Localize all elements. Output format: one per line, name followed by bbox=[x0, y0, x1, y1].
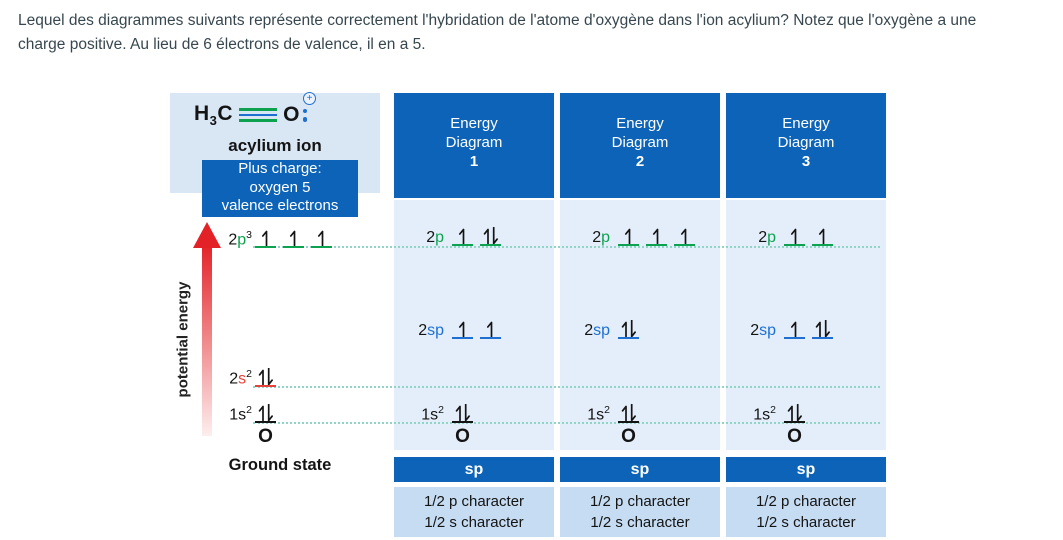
character-line: 1/2 p character bbox=[755, 493, 857, 510]
orbital-single-electron bbox=[480, 320, 501, 339]
level-row-p: 2p bbox=[570, 227, 702, 246]
level-row-p: 2p3 bbox=[218, 227, 339, 248]
guide-line-1s bbox=[253, 422, 880, 424]
note-line-2: oxygen 5 bbox=[249, 178, 311, 196]
level-row-sp: 2sp bbox=[570, 319, 646, 339]
level-row-s1: 1s2 bbox=[404, 402, 480, 423]
header-title-line: Energy bbox=[782, 115, 830, 132]
orbital-single-electron bbox=[784, 320, 805, 339]
level-label: 2s2 bbox=[229, 367, 252, 387]
orbital-paired-electrons bbox=[452, 403, 473, 423]
level-row-s2: 2s2 bbox=[218, 366, 283, 387]
question-line-2: charge positive. Au lieu de 6 électrons … bbox=[18, 35, 426, 53]
ground-state-atom: O bbox=[258, 426, 273, 447]
level-label: 1s2 bbox=[421, 403, 444, 423]
orbital-paired-electrons bbox=[255, 367, 276, 387]
note-line-1: Plus charge: bbox=[238, 160, 322, 177]
character-line: 1/2 s character bbox=[590, 514, 690, 531]
header-number: 1 bbox=[469, 153, 479, 170]
orbital-single-electron bbox=[812, 227, 833, 246]
character-line: 1/2 p character bbox=[589, 493, 691, 510]
diagram-1-atom: O bbox=[455, 426, 470, 447]
character-box-1: 1/2 p character 1/2 s character bbox=[394, 487, 554, 537]
orbital-paired-electrons bbox=[255, 403, 276, 423]
energy-diagram-3-body bbox=[726, 200, 886, 450]
diagram-3-atom: O bbox=[787, 426, 802, 447]
energy-diagram-1-body bbox=[394, 200, 554, 450]
level-label: 1s2 bbox=[587, 403, 610, 423]
triple-bond-icon bbox=[239, 108, 278, 122]
character-line: 1/2 p character bbox=[423, 493, 525, 510]
orbital-single-electron bbox=[283, 229, 304, 248]
energy-diagram-2-header: Energy Diagram 2 bbox=[560, 93, 720, 198]
level-label: 2p bbox=[758, 228, 776, 246]
orbital-paired-electrons bbox=[618, 319, 639, 339]
orbital-single-electron bbox=[674, 227, 695, 246]
orbital-paired-electrons bbox=[480, 226, 501, 246]
acylium-structure: H3C O bbox=[194, 100, 308, 130]
question-line-1: Lequel des diagrammes suivants représent… bbox=[18, 12, 977, 29]
orbital-paired-electrons bbox=[812, 319, 833, 339]
orbital-single-electron bbox=[452, 227, 473, 246]
orbital-paired-electrons bbox=[618, 403, 639, 423]
guide-line-2p bbox=[253, 246, 880, 248]
level-row-sp: 2sp bbox=[404, 320, 508, 339]
orbital-single-electron bbox=[452, 320, 473, 339]
level-row-p: 2p bbox=[736, 227, 840, 246]
diagram-2-atom: O bbox=[621, 426, 636, 447]
header-title-line: Energy bbox=[616, 115, 664, 132]
plus-charge-icon: + bbox=[303, 92, 316, 105]
potential-energy-arrow-icon bbox=[193, 222, 221, 436]
level-label: 2p bbox=[426, 228, 444, 246]
level-label: 1s2 bbox=[753, 403, 776, 423]
header-title-line: Diagram bbox=[777, 134, 835, 151]
oxygen-atom: O bbox=[283, 103, 300, 126]
header-title-line: Diagram bbox=[611, 134, 669, 151]
orbital-single-electron bbox=[784, 227, 805, 246]
level-label: 1s2 bbox=[229, 403, 252, 423]
character-line: 1/2 s character bbox=[756, 514, 856, 531]
level-row-s1: 1s2 bbox=[736, 402, 812, 423]
orbital-single-electron bbox=[646, 227, 667, 246]
molecule-caption: acylium ion bbox=[228, 136, 322, 155]
orbital-single-electron bbox=[311, 229, 332, 248]
level-row-s1: 1s2 bbox=[570, 402, 646, 423]
level-row-s1: 1s2 bbox=[218, 402, 283, 423]
character-line: 1/2 s character bbox=[424, 514, 524, 531]
level-label: 2sp bbox=[750, 321, 776, 339]
level-label: 2sp bbox=[584, 321, 610, 339]
energy-diagram-1-header: Energy Diagram 1 bbox=[394, 93, 554, 198]
level-label: 2sp bbox=[418, 321, 444, 339]
hybrid-label-bar-3: sp bbox=[726, 457, 886, 482]
level-label: 2p3 bbox=[228, 228, 252, 248]
level-label: 2p bbox=[592, 228, 610, 246]
orbital-paired-electrons bbox=[784, 403, 805, 423]
note-line-3: valence electrons bbox=[221, 197, 339, 214]
ground-state-caption: Ground state bbox=[228, 456, 332, 474]
level-row-sp: 2sp bbox=[736, 319, 840, 339]
header-number: 3 bbox=[801, 153, 811, 170]
header-title-line: Energy bbox=[450, 115, 498, 132]
guide-line-2s bbox=[253, 386, 880, 388]
question-text: Lequel des diagrammes suivants représent… bbox=[18, 9, 1053, 56]
character-box-2: 1/2 p character 1/2 s character bbox=[560, 487, 720, 537]
energy-diagram-3-header: Energy Diagram 3 bbox=[726, 93, 886, 198]
orbital-single-electron bbox=[255, 229, 276, 248]
level-row-p: 2p bbox=[404, 226, 508, 246]
header-title-line: Diagram bbox=[445, 134, 503, 151]
character-box-3: 1/2 p character 1/2 s character bbox=[726, 487, 886, 537]
header-number: 2 bbox=[635, 153, 645, 170]
plus-charge-note: Plus charge: oxygen 5 valence electrons bbox=[202, 160, 358, 217]
lone-pair-icon bbox=[302, 108, 308, 122]
energy-diagram-2-body bbox=[560, 200, 720, 450]
hybrid-label-bar-2: sp bbox=[560, 457, 720, 482]
orbital-single-electron bbox=[618, 227, 639, 246]
potential-energy-axis-label: potential energy bbox=[174, 281, 192, 398]
hybrid-label-bar-1: sp bbox=[394, 457, 554, 482]
methyl-formula: H3C bbox=[194, 101, 234, 129]
